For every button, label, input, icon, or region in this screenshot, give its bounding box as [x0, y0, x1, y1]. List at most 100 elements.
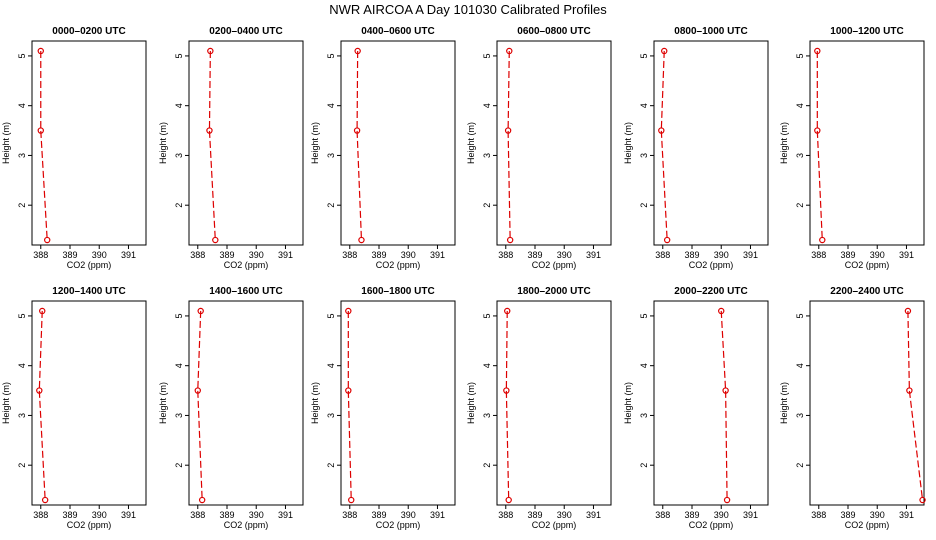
data-point [44, 236, 51, 244]
y-tick-label: 4 [174, 103, 184, 108]
y-tick-label: 5 [326, 53, 336, 58]
y-axis-label: Height (m) [1, 382, 11, 424]
data-point [206, 127, 213, 134]
profile-panel-8: 1400–1600 UTC 388 389 390 391 CO2 (ppm) 2 3 4 5 He… [158, 286, 304, 530]
y-tick-label: 4 [639, 103, 649, 108]
panel-title: 1600–1800 UTC [361, 286, 434, 297]
page-title: NWR AIRCOA A Day 101030 Calibrated Profi… [329, 2, 607, 17]
profile-line [208, 50, 216, 241]
y-axis-label: Height (m) [466, 122, 476, 164]
x-tick-label: 389 [219, 510, 234, 520]
y-tick-label: 5 [174, 313, 184, 318]
x-tick-label: 388 [498, 250, 513, 260]
y-tick-label: 2 [795, 203, 805, 208]
x-axis-label: CO2 (ppm) [67, 260, 112, 270]
plot-frame [653, 300, 769, 506]
profile-panel-5: 0800–1000 UTC 388 389 390 391 CO2 (ppm) 2 3 4 5 He… [623, 26, 769, 270]
y-tick-label: 4 [639, 363, 649, 368]
y-tick-label: 5 [482, 53, 492, 58]
plot-frame [31, 300, 147, 506]
x-tick-label: 389 [62, 510, 77, 520]
x-tick-label: 390 [714, 250, 729, 260]
data-point [345, 387, 352, 394]
x-tick-label: 389 [219, 250, 234, 260]
x-tick-label: 389 [684, 250, 699, 260]
panel-title: 1800–2000 UTC [517, 286, 590, 297]
data-point [723, 496, 731, 504]
y-tick-label: 2 [482, 463, 492, 468]
x-tick-label: 391 [430, 510, 445, 520]
y-tick-label: 2 [482, 203, 492, 208]
y-axis-label: Height (m) [158, 382, 168, 424]
data-point [506, 47, 513, 55]
y-tick-label: 2 [17, 463, 27, 468]
x-axis-label: CO2 (ppm) [224, 260, 269, 270]
x-tick-label: 390 [401, 250, 416, 260]
x-axis-label: CO2 (ppm) [376, 260, 421, 270]
profile-panel-7: 1200–1400 UTC 388 389 390 391 CO2 (ppm) 2 3 4 5 He… [1, 286, 147, 530]
data-point [504, 127, 512, 134]
profile-line [660, 50, 668, 241]
x-tick-label: 388 [655, 510, 670, 520]
y-axis-label: Height (m) [1, 122, 11, 164]
data-point [663, 236, 671, 244]
x-axis-label: CO2 (ppm) [845, 520, 890, 530]
plot-frame [188, 40, 304, 246]
data-point [658, 127, 665, 134]
x-tick-label: 391 [899, 510, 914, 520]
y-axis-label: Height (m) [466, 382, 476, 424]
y-tick-label: 5 [482, 313, 492, 318]
profile-panel-12: 2200–2400 UTC 388 389 390 391 CO2 (ppm) 2 3 4 5 He… [779, 286, 926, 530]
y-tick-label: 2 [17, 203, 27, 208]
x-tick-label: 389 [371, 510, 386, 520]
x-tick-label: 388 [33, 250, 48, 260]
x-tick-label: 391 [743, 510, 758, 520]
plot-frame [809, 40, 925, 246]
data-point [194, 387, 201, 394]
y-tick-label: 3 [795, 153, 805, 158]
y-tick-label: 2 [639, 203, 649, 208]
y-tick-label: 3 [17, 153, 27, 158]
y-tick-label: 3 [482, 153, 492, 158]
panel-title: 1400–1600 UTC [209, 286, 282, 297]
x-tick-label: 389 [684, 510, 699, 520]
panel-title: 0800–1000 UTC [674, 26, 747, 37]
y-tick-label: 4 [795, 363, 805, 368]
x-tick-label: 391 [278, 510, 293, 520]
profile-panel-11: 2000–2200 UTC 388 389 390 391 CO2 (ppm) 2 3 4 5 He… [623, 286, 769, 530]
x-tick-label: 389 [840, 250, 855, 260]
data-point [722, 387, 729, 394]
y-tick-label: 5 [795, 53, 805, 58]
y-tick-label: 4 [482, 363, 492, 368]
panel-title: 1000–1200 UTC [830, 26, 903, 37]
y-tick-label: 4 [326, 103, 336, 108]
y-tick-label: 3 [17, 413, 27, 418]
x-axis-label: CO2 (ppm) [532, 520, 577, 530]
x-tick-label: 388 [498, 510, 513, 520]
data-point [819, 236, 826, 244]
x-tick-label: 391 [743, 250, 758, 260]
profile-panel-3: 0400–0600 UTC 388 389 390 391 CO2 (ppm) 2 3 4 5 He… [310, 26, 456, 270]
y-tick-label: 5 [795, 313, 805, 318]
y-tick-label: 2 [795, 463, 805, 468]
profile-line [347, 310, 352, 501]
x-tick-label: 390 [557, 250, 572, 260]
data-point [348, 496, 355, 504]
x-tick-label: 389 [62, 250, 77, 260]
y-axis-label: Height (m) [310, 382, 320, 424]
x-tick-label: 388 [342, 250, 357, 260]
x-tick-label: 391 [430, 250, 445, 260]
data-point [207, 47, 214, 55]
data-point [37, 127, 44, 134]
x-axis-label: CO2 (ppm) [224, 520, 269, 530]
y-axis-label: Height (m) [623, 382, 633, 424]
x-tick-label: 391 [121, 510, 136, 520]
x-tick-label: 391 [586, 510, 601, 520]
profile-panel-2: 0200–0400 UTC 388 389 390 391 CO2 (ppm) 2 3 4 5 He… [158, 26, 304, 270]
panel-title: 1200–1400 UTC [52, 286, 125, 297]
x-tick-label: 388 [190, 510, 205, 520]
y-axis-label: Height (m) [310, 122, 320, 164]
data-point [198, 496, 206, 504]
x-tick-label: 390 [249, 510, 264, 520]
x-tick-label: 389 [527, 510, 542, 520]
